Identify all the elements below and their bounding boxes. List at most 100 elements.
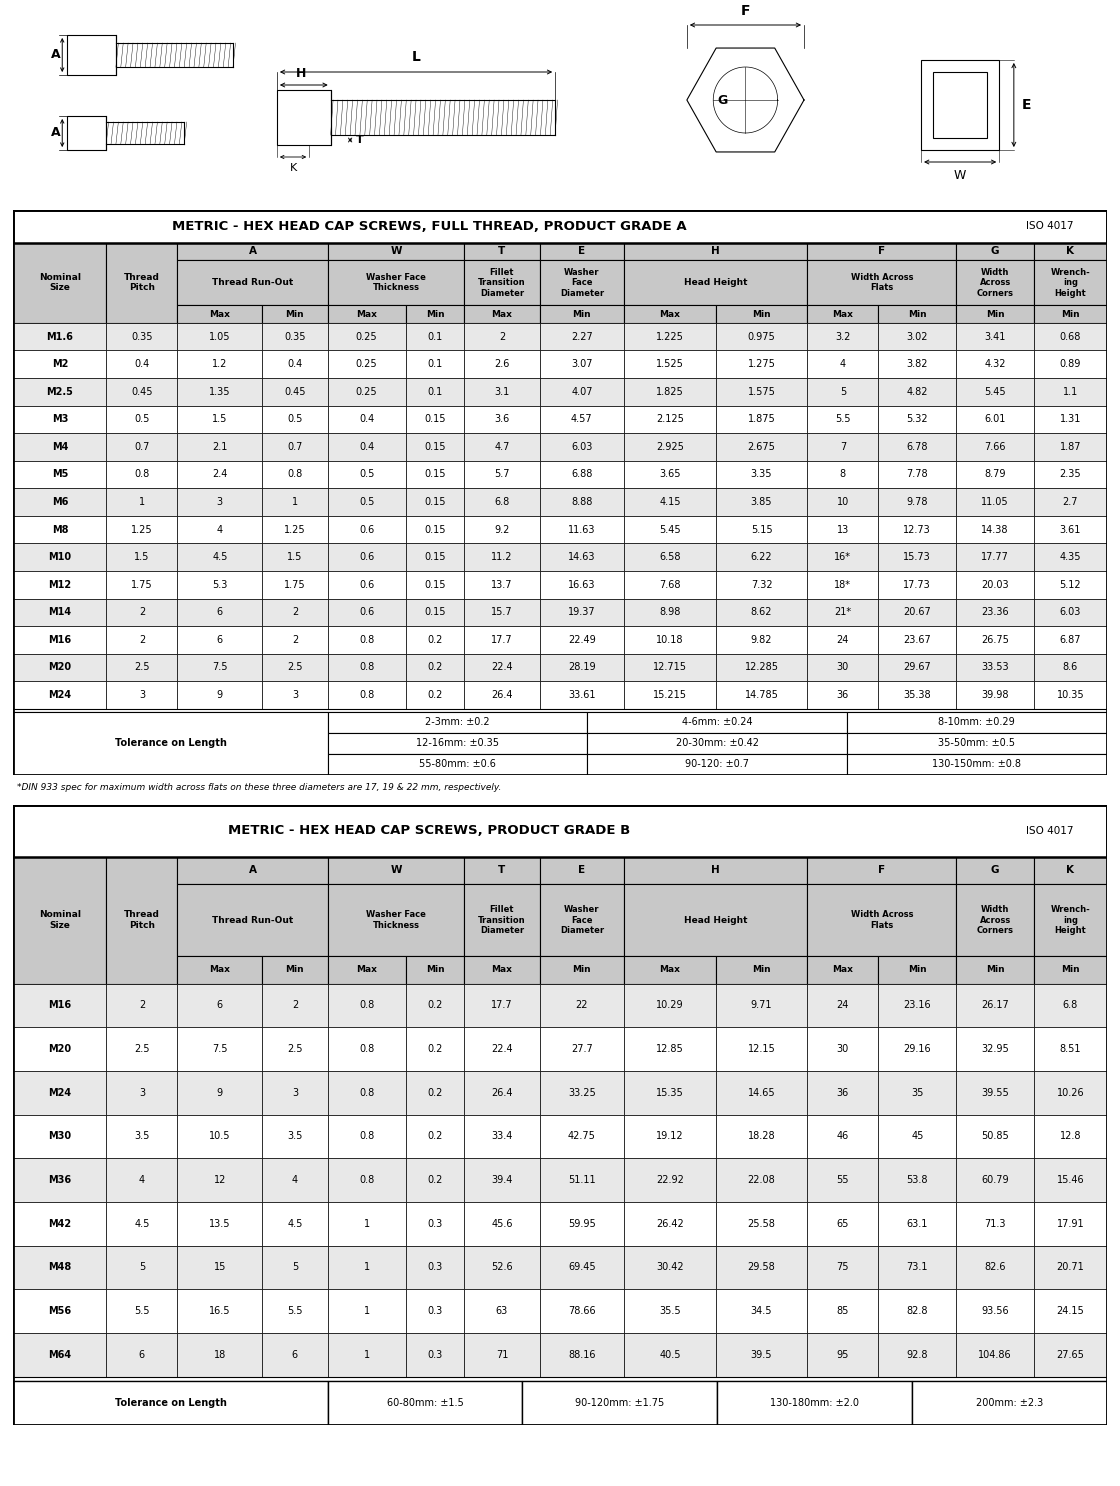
Bar [878,626,956,654]
Bar [808,1114,878,1158]
Bar [624,1027,716,1071]
Text: 93.56: 93.56 [981,1306,1009,1317]
Text: Max: Max [356,309,377,318]
Text: 1.2: 1.2 [212,360,227,369]
Text: 0.2: 0.2 [428,1000,442,1010]
Text: M20: M20 [48,1045,72,1054]
Bar [262,432,328,461]
Text: 50.85: 50.85 [981,1131,1009,1141]
Bar [13,856,106,984]
Bar [465,544,540,571]
Text: Min: Min [908,966,926,975]
Bar [328,1158,405,1202]
Text: 1: 1 [364,1219,370,1229]
Bar [716,1290,808,1333]
Bar [262,1158,328,1202]
Bar [328,884,465,955]
Bar [956,1158,1034,1202]
Bar [177,1158,262,1202]
Bar [587,712,847,733]
Text: 2.925: 2.925 [656,441,684,452]
Bar [878,544,956,571]
Bar [106,1245,177,1290]
Text: T: T [498,247,505,257]
Text: 0.7: 0.7 [134,441,150,452]
Text: 6.88: 6.88 [571,470,592,480]
Bar [262,461,328,489]
Bar [405,1114,465,1158]
Text: Nominal
Size: Nominal Size [39,273,81,293]
Bar [808,377,878,406]
Bar [624,1245,716,1290]
Text: 0.2: 0.2 [428,1131,442,1141]
Bar [716,406,808,432]
Text: 8-10mm: ±0.29: 8-10mm: ±0.29 [939,718,1015,727]
Text: 0.4: 0.4 [288,360,302,369]
Text: 3.35: 3.35 [750,470,773,480]
Text: 1.825: 1.825 [656,386,684,397]
Bar [1034,305,1107,322]
Text: 0.3: 0.3 [428,1219,442,1229]
Bar [808,432,878,461]
Bar [106,1333,177,1376]
Bar [624,1114,716,1158]
Bar [106,242,177,322]
Text: 22: 22 [576,1000,588,1010]
Text: M20: M20 [48,663,72,673]
Text: 0.975: 0.975 [748,331,775,342]
Text: F: F [878,247,885,257]
Bar [716,1333,808,1376]
Bar [1034,516,1107,544]
Bar [716,571,808,599]
Text: Fillet
Transition
Diameter: Fillet Transition Diameter [478,267,525,297]
Text: 46: 46 [837,1131,849,1141]
Text: 8.79: 8.79 [984,470,1006,480]
Text: 51.11: 51.11 [568,1175,596,1186]
Bar [878,305,956,322]
Text: Head Height: Head Height [684,278,747,287]
Bar [956,884,1034,955]
Text: 0.35: 0.35 [284,331,306,342]
Bar [13,805,1107,856]
Text: 5.5: 5.5 [836,415,850,425]
Bar [328,571,405,599]
Text: 10.29: 10.29 [656,1000,684,1010]
Text: 3.1: 3.1 [494,386,510,397]
Bar [878,654,956,681]
Text: 0.2: 0.2 [428,663,442,673]
Text: 23.67: 23.67 [904,635,931,645]
Text: 10.5: 10.5 [209,1131,231,1141]
Bar [878,1245,956,1290]
Text: 0.45: 0.45 [131,386,152,397]
Text: ISO 4017: ISO 4017 [1026,221,1074,232]
Bar [808,654,878,681]
Bar [328,984,405,1027]
Bar [465,599,540,626]
Bar [177,1071,262,1114]
Bar [1034,884,1107,955]
Text: T: T [356,135,364,146]
Text: 17.7: 17.7 [491,635,513,645]
Bar [328,516,405,544]
Text: M24: M24 [48,1088,72,1098]
Text: 0.2: 0.2 [428,1045,442,1054]
Text: 33.61: 33.61 [568,690,596,700]
Bar [716,681,808,709]
Text: 7.5: 7.5 [212,663,227,673]
Text: 85: 85 [837,1306,849,1317]
Bar [465,1290,540,1333]
Text: 19.37: 19.37 [568,608,596,617]
Bar [465,654,540,681]
Text: M42: M42 [48,1219,72,1229]
Bar [177,406,262,432]
Bar [177,955,262,984]
Bar [1034,489,1107,516]
Text: ISO 4017: ISO 4017 [1026,826,1074,835]
Text: 5: 5 [139,1263,144,1272]
Text: 3.5: 3.5 [287,1131,302,1141]
Bar [328,260,465,305]
Text: 0.15: 0.15 [424,415,446,425]
Text: 6.22: 6.22 [750,553,773,562]
Bar [106,1202,177,1245]
Bar [262,955,328,984]
